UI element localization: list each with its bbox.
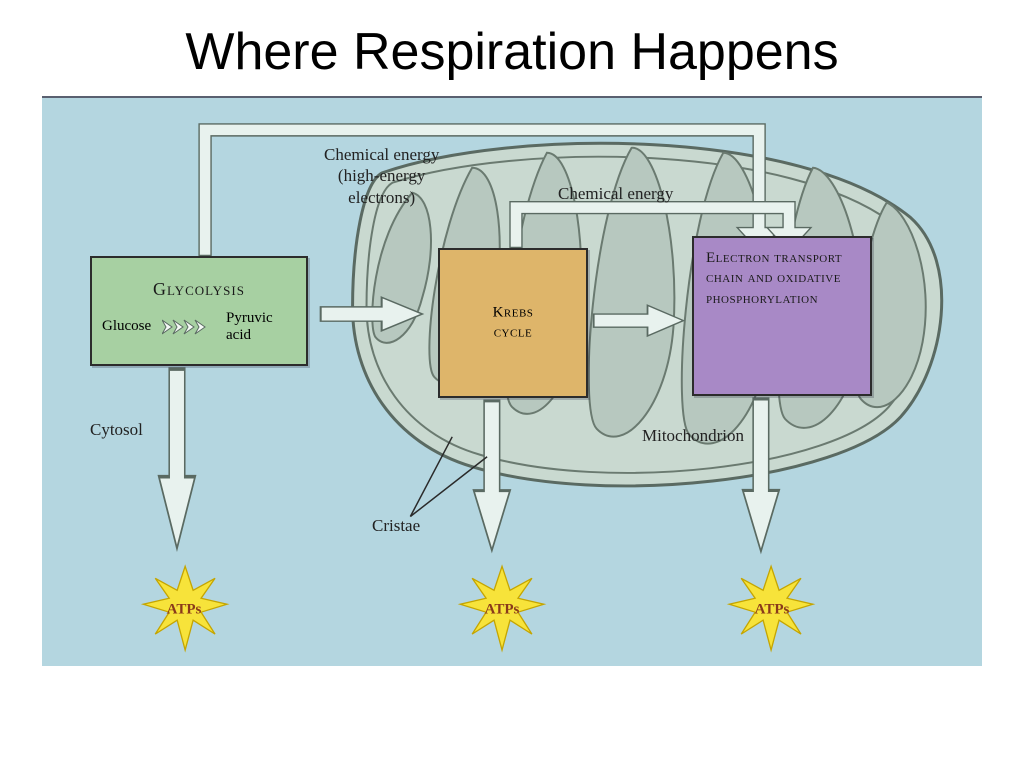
atp-label-2: ATPs <box>460 568 544 652</box>
respiration-diagram: Glycolysis Glucose Pyruvic acid Krebs cy… <box>42 96 982 666</box>
krebs-title: Krebs cycle <box>477 304 550 343</box>
glycolysis-chevrons <box>162 318 216 336</box>
krebs-box: Krebs cycle <box>438 248 588 398</box>
glycolysis-box: Glycolysis Glucose Pyruvic acid <box>90 256 308 366</box>
atp-label-3: ATPs <box>730 568 814 652</box>
etc-title: Electron transport chain and oxidative p… <box>706 248 858 309</box>
label-mitochondrion: Mitochondrion <box>642 426 744 446</box>
label-cytosol: Cytosol <box>90 420 143 440</box>
etc-box: Electron transport chain and oxidative p… <box>692 236 872 396</box>
atp-label-1: ATPs <box>142 568 226 652</box>
glycolysis-input: Glucose <box>102 318 151 335</box>
arrow-glycolysis-atp <box>159 369 195 548</box>
label-chemical-energy-high: Chemical energy(high-energyelectrons) <box>324 144 439 208</box>
page-title: Where Respiration Happens <box>0 0 1024 96</box>
glycolysis-output: Pyruvic acid <box>226 310 296 343</box>
label-chemical-energy: Chemical energy <box>558 184 673 204</box>
glycolysis-title: Glycolysis <box>153 279 245 300</box>
label-cristae: Cristae <box>372 516 420 536</box>
